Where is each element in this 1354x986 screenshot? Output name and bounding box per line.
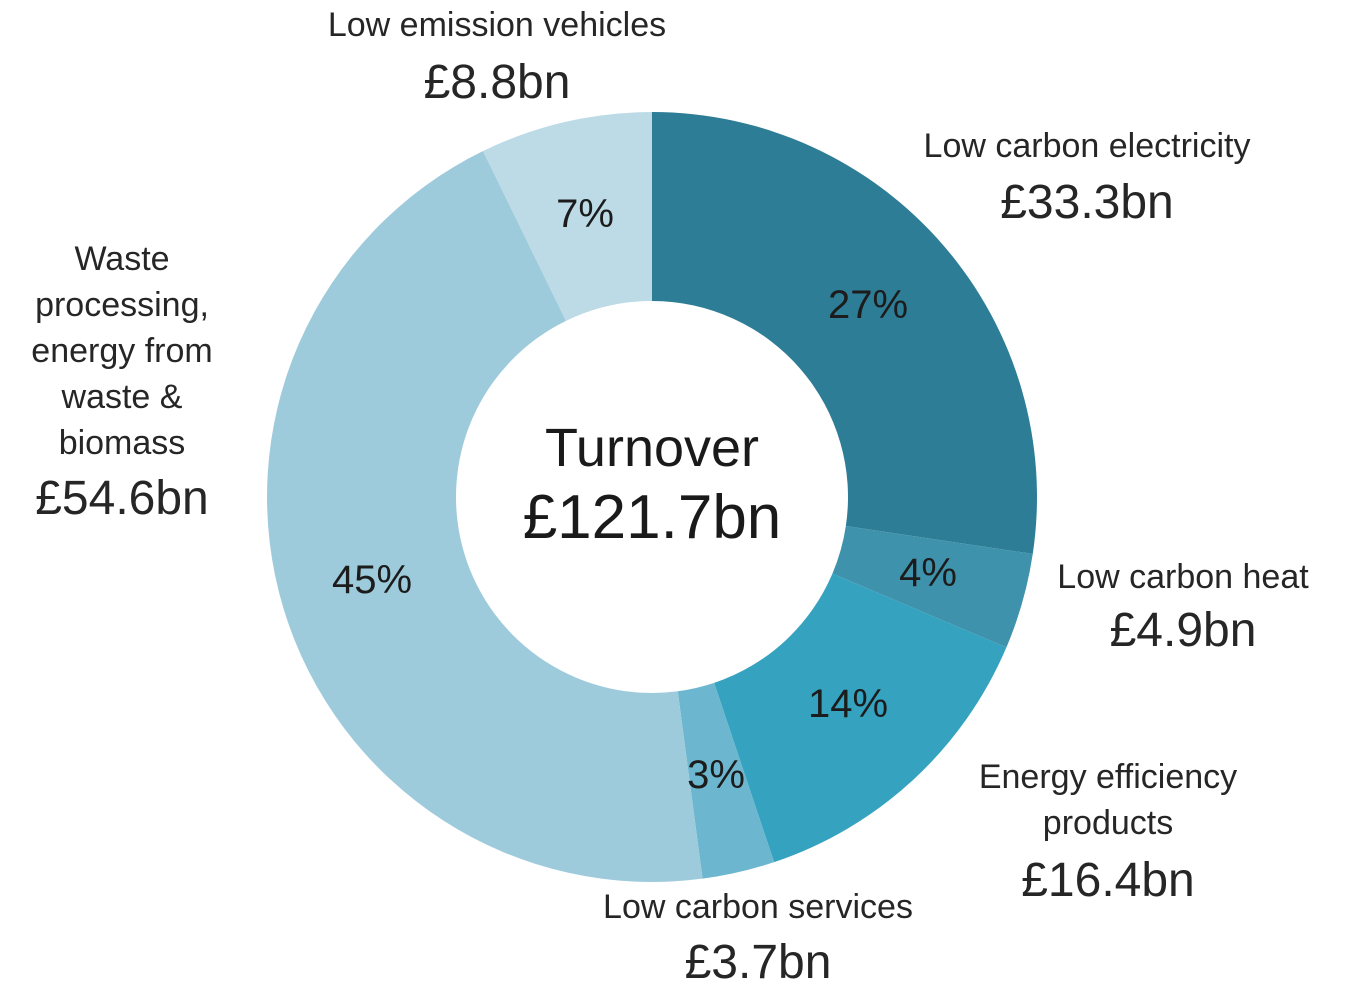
percent-labels: 27% 4% 14% 3% 45% 7% — [332, 192, 957, 797]
slice-5 — [483, 112, 652, 321]
slice-name-4-line-3: waste & — [61, 378, 183, 416]
percent-label-1: 4% — [899, 551, 957, 595]
slice-value-3: £3.7bn — [685, 936, 832, 986]
slice-name-4-line-1: processing, — [35, 286, 209, 324]
percent-label-2: 14% — [808, 682, 888, 726]
percent-label-0: 27% — [828, 283, 908, 327]
slice-value-2: £16.4bn — [1021, 854, 1195, 907]
slice-name-4-line-4: biomass — [59, 424, 186, 462]
donut-slices — [266, 112, 1037, 882]
slice-name-4-line-2: energy from — [31, 332, 212, 370]
slice-value-5: £8.8bn — [424, 56, 571, 109]
slice-name-3-line-0: Low carbon services — [603, 888, 913, 926]
slice-name-1-line-0: Low carbon heat — [1057, 558, 1309, 596]
slice-0 — [652, 112, 1037, 554]
slice-value-0: £33.3bn — [1000, 176, 1174, 229]
percent-label-5: 7% — [556, 192, 614, 236]
slice-1 — [832, 525, 1033, 648]
slice-labels: Low carbon electricity £33.3bn Low carbon … — [31, 6, 1309, 986]
slice-4 — [266, 151, 703, 882]
center-title: Turnover — [545, 418, 759, 478]
slice-name-4-line-0: Waste — [74, 240, 169, 278]
slice-name-2-line-0: Energy efficiency — [979, 758, 1237, 796]
slice-3 — [677, 682, 775, 879]
slice-2 — [714, 573, 1007, 863]
slice-value-4: £54.6bn — [35, 472, 209, 525]
center-label: Turnover £121.7bn — [523, 418, 782, 552]
slice-name-0-line-0: Low carbon electricity — [924, 127, 1251, 165]
slice-name-5-line-0: Low emission vehicles — [328, 6, 666, 44]
percent-label-4: 45% — [332, 558, 412, 602]
center-total: £121.7bn — [523, 483, 782, 552]
slice-name-2-line-1: products — [1043, 804, 1173, 842]
percent-label-3: 3% — [687, 753, 745, 797]
slice-value-1: £4.9bn — [1110, 604, 1257, 657]
